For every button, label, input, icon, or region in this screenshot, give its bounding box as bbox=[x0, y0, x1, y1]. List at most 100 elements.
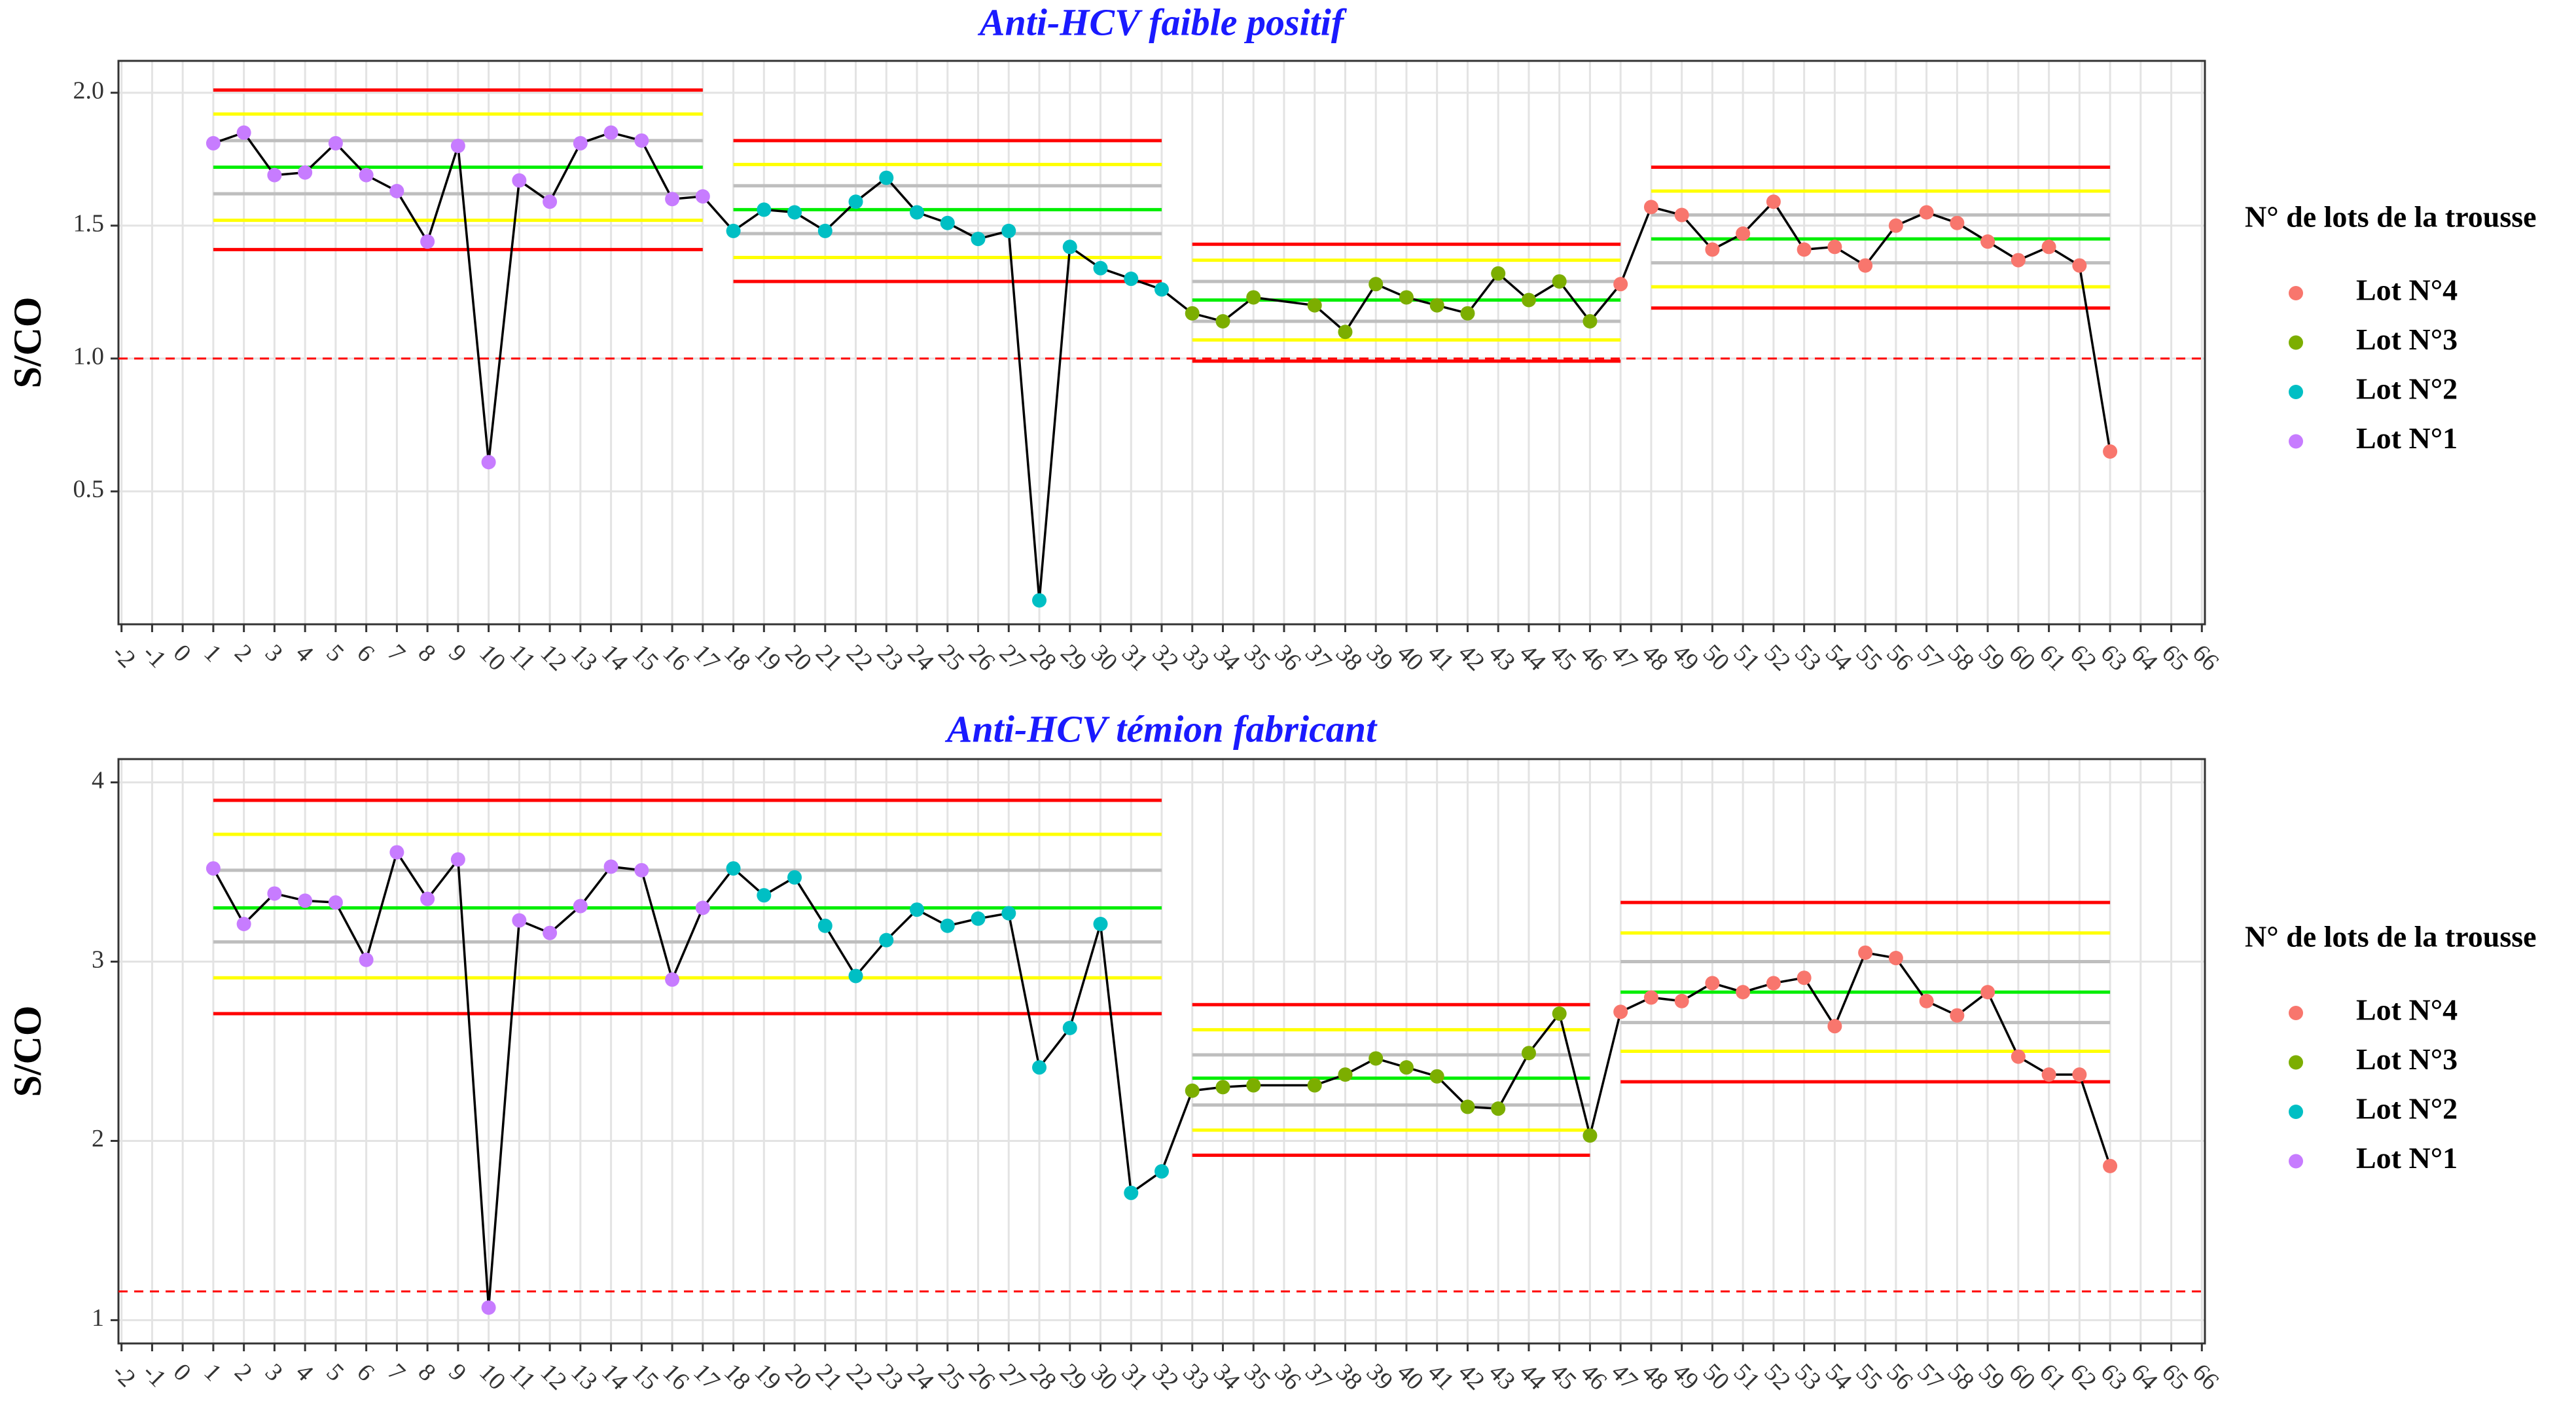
data-point bbox=[1888, 218, 1903, 233]
legend-label: Lot N°4 bbox=[2356, 993, 2458, 1027]
data-point bbox=[2072, 258, 2087, 273]
data-point bbox=[328, 895, 343, 910]
data-point bbox=[1246, 1078, 1261, 1093]
data-point bbox=[2011, 253, 2026, 268]
data-point bbox=[298, 893, 313, 908]
data-point bbox=[328, 135, 343, 151]
data-point bbox=[787, 205, 802, 220]
data-point bbox=[940, 215, 955, 230]
x-tick-label: 4 bbox=[291, 1359, 319, 1387]
data-point bbox=[1643, 200, 1658, 215]
data-point bbox=[543, 194, 558, 209]
data-point bbox=[971, 232, 986, 247]
data-point bbox=[481, 455, 496, 470]
legend-swatch bbox=[2289, 335, 2303, 350]
data-point bbox=[389, 845, 404, 860]
data-point bbox=[2041, 1067, 2056, 1082]
data-point bbox=[450, 852, 465, 867]
data-point bbox=[236, 917, 251, 932]
data-point bbox=[1736, 985, 1751, 1000]
x-tick-label: 8 bbox=[413, 639, 441, 667]
data-point bbox=[2041, 240, 2056, 255]
y-tick-label: 2 bbox=[92, 1125, 104, 1152]
data-point bbox=[848, 194, 863, 209]
data-point bbox=[1705, 976, 1720, 991]
data-point bbox=[1429, 1069, 1444, 1084]
x-tick-label: 8 bbox=[413, 1359, 441, 1387]
legend-swatch bbox=[2289, 1154, 2303, 1169]
x-tick-label: 5 bbox=[321, 639, 349, 667]
data-point bbox=[1491, 1101, 1506, 1116]
data-point bbox=[1093, 917, 1108, 932]
x-tick-label: -2 bbox=[107, 1359, 141, 1393]
x-tick-label: 1 bbox=[198, 639, 226, 667]
data-point bbox=[910, 902, 925, 917]
x-tick-label: -2 bbox=[107, 639, 141, 673]
legend-label: Lot N°1 bbox=[2356, 421, 2458, 455]
data-point bbox=[1736, 226, 1751, 241]
data-point bbox=[726, 223, 741, 238]
data-point bbox=[1613, 277, 1628, 292]
data-point bbox=[1124, 272, 1139, 287]
data-point bbox=[695, 189, 710, 204]
data-point bbox=[1399, 1060, 1414, 1075]
data-point bbox=[1827, 240, 1842, 255]
x-tick-label: 66 bbox=[2187, 1359, 2225, 1396]
data-point bbox=[1093, 260, 1108, 275]
data-point bbox=[1643, 990, 1658, 1005]
x-tick-label: 4 bbox=[291, 639, 319, 667]
data-point bbox=[726, 861, 741, 876]
data-point bbox=[2103, 444, 2118, 459]
data-point bbox=[1460, 306, 1475, 321]
data-point bbox=[603, 859, 618, 874]
data-point bbox=[298, 165, 313, 180]
x-tick-label: 0 bbox=[168, 1359, 196, 1387]
x-tick-label: 5 bbox=[321, 1359, 349, 1387]
data-point bbox=[2103, 1158, 2118, 1173]
data-point bbox=[206, 861, 221, 876]
x-tick-label: 9 bbox=[443, 1359, 471, 1387]
x-tick-label: 3 bbox=[260, 639, 288, 667]
data-point bbox=[1032, 1060, 1047, 1075]
data-point bbox=[2072, 1067, 2087, 1082]
data-point bbox=[359, 952, 374, 967]
data-point bbox=[206, 135, 221, 151]
x-tick-label: 11 bbox=[505, 639, 541, 676]
data-point bbox=[1032, 593, 1047, 608]
x-tick-label: -1 bbox=[137, 639, 171, 673]
data-point bbox=[848, 968, 863, 984]
data-point bbox=[1215, 1080, 1230, 1095]
data-point bbox=[543, 925, 558, 940]
x-tick-label: 2 bbox=[229, 639, 257, 667]
data-point bbox=[450, 138, 465, 153]
data-point bbox=[787, 870, 802, 885]
data-point bbox=[1919, 993, 1934, 1008]
data-point bbox=[573, 898, 588, 914]
data-point bbox=[1888, 951, 1903, 966]
x-tick-label: 1 bbox=[198, 1359, 226, 1387]
data-point bbox=[1797, 242, 1812, 257]
data-point bbox=[1705, 242, 1720, 257]
data-point bbox=[1062, 240, 1077, 255]
y-tick-label: 1.5 bbox=[73, 210, 105, 238]
data-point bbox=[1460, 1099, 1475, 1114]
data-point bbox=[1552, 1006, 1567, 1021]
y-tick-label: 3 bbox=[92, 946, 104, 973]
data-point bbox=[1552, 274, 1567, 289]
x-tick-label: 7 bbox=[382, 1359, 410, 1387]
data-point bbox=[1368, 277, 1384, 292]
y-axis-label: S/CO bbox=[6, 1005, 49, 1097]
chart-title: Anti-HCV faible positif bbox=[978, 1, 1348, 43]
data-point bbox=[512, 913, 527, 928]
legend-title: N° de lots de la trousse bbox=[2245, 200, 2537, 234]
data-point bbox=[971, 911, 986, 926]
y-tick-label: 1 bbox=[92, 1304, 104, 1332]
data-point bbox=[1368, 1051, 1384, 1066]
data-point bbox=[1674, 993, 1689, 1008]
data-point bbox=[1919, 205, 1934, 220]
legend-title: N° de lots de la trousse bbox=[2245, 920, 2537, 953]
data-point bbox=[879, 932, 894, 948]
legend-swatch bbox=[2289, 434, 2303, 449]
